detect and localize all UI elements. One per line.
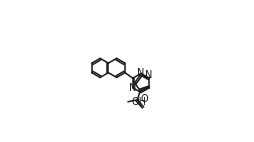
Text: OH: OH [131, 97, 146, 107]
Text: O: O [140, 94, 148, 104]
Text: N: N [137, 68, 145, 78]
Text: N: N [129, 83, 136, 93]
Text: N: N [145, 70, 152, 80]
